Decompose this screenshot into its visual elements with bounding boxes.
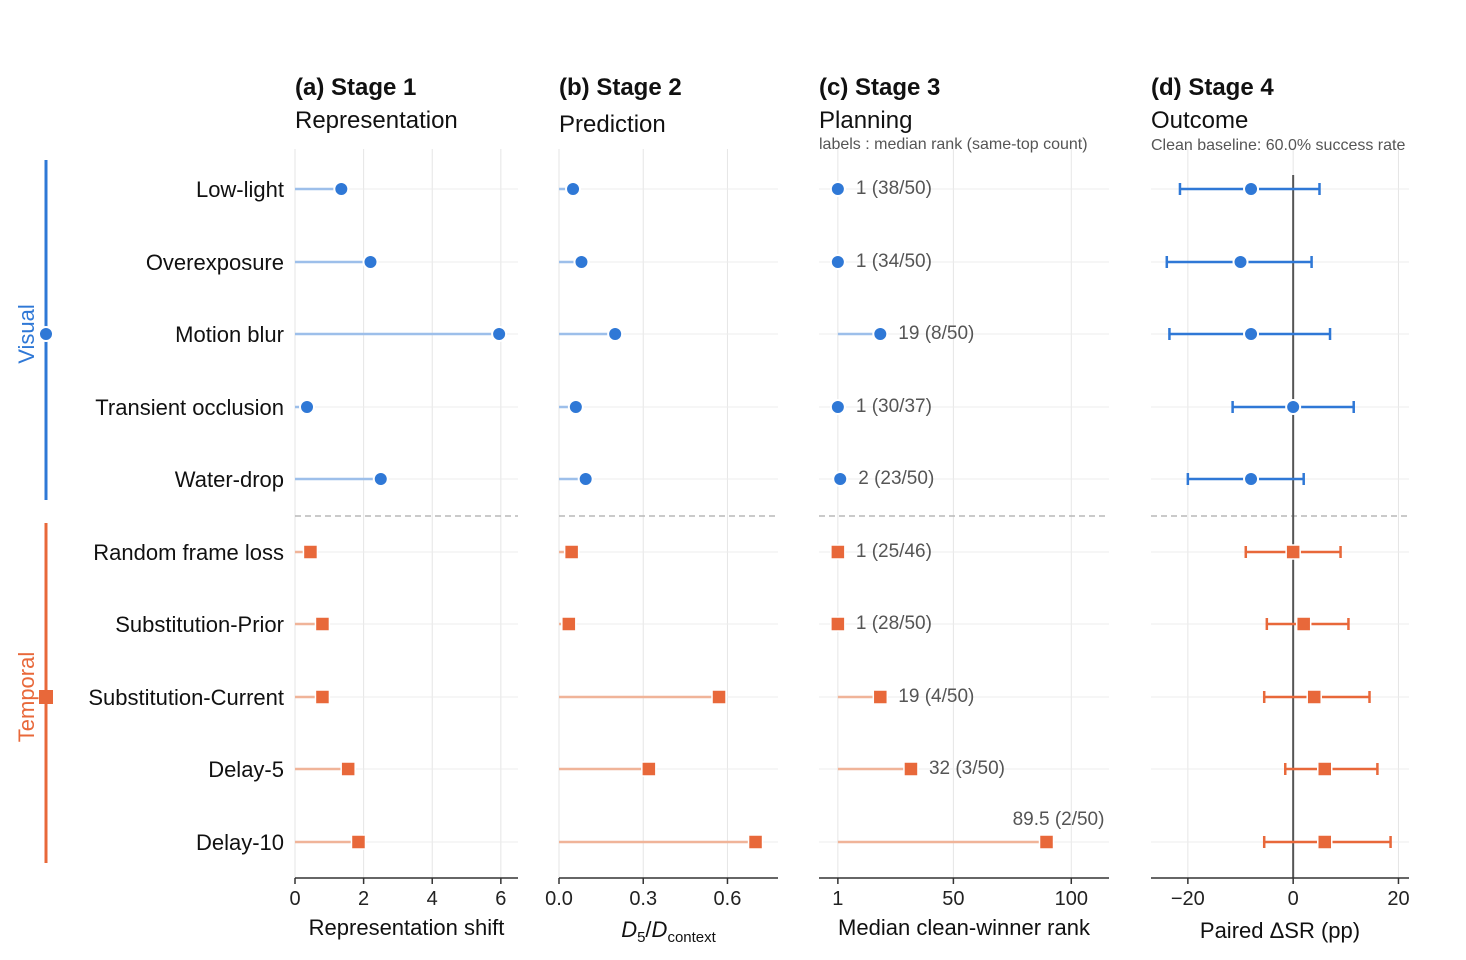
panel-note: Clean baseline: 60.0% success rate bbox=[1151, 137, 1405, 154]
data-label: 19 (4/50) bbox=[898, 686, 974, 707]
x-tick-label: 0 bbox=[289, 888, 300, 910]
row-label: Delay-5 bbox=[208, 757, 284, 782]
data-point bbox=[299, 399, 316, 415]
data-point bbox=[1285, 544, 1301, 560]
data-label: 1 (30/37) bbox=[856, 396, 932, 417]
x-tick-label: 100 bbox=[1055, 888, 1088, 910]
data-label: 1 (38/50) bbox=[856, 178, 932, 199]
data-point bbox=[372, 471, 389, 487]
data-point bbox=[1317, 834, 1333, 850]
panel-title: (c) Stage 3 bbox=[819, 74, 940, 101]
data-point bbox=[491, 326, 508, 342]
data-point bbox=[567, 399, 584, 415]
data-label: 2 (23/50) bbox=[858, 468, 934, 489]
panel-c: 1 50 100 (c) Stage 3 Planning labels : median… bbox=[819, 74, 1109, 940]
data-label: 1 (25/46) bbox=[856, 541, 932, 562]
data-point bbox=[340, 761, 356, 777]
data-point bbox=[333, 181, 350, 197]
x-tick-label: 4 bbox=[427, 888, 438, 910]
panel-subtitle: Prediction bbox=[559, 111, 666, 138]
data-point bbox=[903, 761, 919, 777]
row-label: Substitution-Prior bbox=[115, 612, 284, 637]
data-point bbox=[1317, 761, 1333, 777]
data-point bbox=[350, 834, 367, 850]
data-point bbox=[577, 471, 594, 487]
panel-d: −20 0 20 (d) Stage 4 Outcome Clean baseline: … bbox=[1151, 74, 1410, 943]
x-tick-label: 0 bbox=[1288, 888, 1299, 910]
data-point bbox=[829, 254, 846, 270]
data-point bbox=[1243, 326, 1260, 342]
data-point bbox=[830, 544, 846, 560]
data-point bbox=[1285, 399, 1302, 415]
group-label: Temporal bbox=[14, 652, 39, 742]
data-label: 1 (28/50) bbox=[856, 613, 932, 634]
data-point bbox=[1306, 689, 1322, 705]
x-tick-label: 50 bbox=[942, 888, 964, 910]
data-point bbox=[563, 544, 580, 560]
x-tick-label: 0.6 bbox=[714, 888, 742, 910]
data-point bbox=[711, 689, 727, 705]
group-brackets-layer: Visual Temporal bbox=[14, 160, 54, 863]
panel-note: labels : median rank (same-top count) bbox=[819, 136, 1088, 153]
x-axis-label: Median clean-winner rank bbox=[838, 915, 1091, 940]
data-point bbox=[565, 181, 582, 197]
data-point bbox=[832, 471, 849, 487]
panel-a: 0 2 4 6 (a) Stage 1 Representation Representat… bbox=[289, 74, 518, 940]
data-point bbox=[314, 616, 331, 632]
panel-subtitle: Outcome bbox=[1151, 107, 1248, 134]
panel-title: (d) Stage 4 bbox=[1151, 74, 1274, 101]
group-marker bbox=[39, 690, 53, 704]
panel-b: 0.0 0.3 0.6 (b) Stage 2 Prediction D5/Dcontex… bbox=[545, 74, 778, 946]
panel-subtitle: Planning bbox=[819, 107, 912, 134]
group-marker bbox=[38, 326, 54, 342]
data-label: 1 (34/50) bbox=[856, 251, 932, 272]
data-point bbox=[1243, 471, 1260, 487]
row-label: Water-drop bbox=[175, 467, 284, 492]
panels-layer: 0 2 4 6 (a) Stage 1 Representation Representat… bbox=[289, 74, 1409, 946]
data-point bbox=[1038, 834, 1055, 850]
data-point bbox=[561, 616, 577, 632]
panel-subtitle: Representation bbox=[295, 107, 458, 134]
data-point bbox=[872, 689, 889, 705]
row-label: Transient occlusion bbox=[95, 395, 284, 420]
data-point bbox=[314, 689, 331, 705]
x-tick-label: 0.3 bbox=[629, 888, 657, 910]
group-label: Visual bbox=[14, 304, 39, 364]
x-tick-label: −20 bbox=[1171, 888, 1205, 910]
x-tick-label: 20 bbox=[1387, 888, 1409, 910]
data-point bbox=[641, 761, 657, 777]
data-point bbox=[829, 181, 846, 197]
data-point bbox=[1243, 181, 1260, 197]
data-point bbox=[573, 254, 590, 270]
panel-title: (a) Stage 1 bbox=[295, 74, 416, 101]
data-point bbox=[872, 326, 889, 342]
data-point bbox=[747, 834, 764, 850]
row-label: Random frame loss bbox=[93, 540, 284, 565]
data-point bbox=[1295, 616, 1312, 632]
data-point bbox=[362, 254, 379, 270]
data-point bbox=[1232, 254, 1249, 270]
data-label: 19 (8/50) bbox=[898, 323, 974, 344]
data-point bbox=[829, 399, 846, 415]
x-tick-label: 6 bbox=[495, 888, 506, 910]
row-label: Delay-10 bbox=[196, 830, 284, 855]
row-label: Low-light bbox=[196, 177, 284, 202]
x-tick-label: 2 bbox=[358, 888, 369, 910]
row-label: Motion blur bbox=[175, 322, 284, 347]
x-axis-label: Representation shift bbox=[309, 915, 505, 940]
data-point bbox=[302, 544, 319, 560]
x-tick-label: 1 bbox=[832, 888, 843, 910]
x-axis-label: D5/Dcontext bbox=[621, 917, 716, 946]
data-point bbox=[607, 326, 624, 342]
x-axis-label: Paired ΔSR (pp) bbox=[1200, 918, 1360, 943]
row-labels-layer: Low-light Overexposure Motion blur Transien… bbox=[88, 177, 284, 855]
row-label: Substitution-Current bbox=[88, 685, 284, 710]
row-label: Overexposure bbox=[146, 250, 284, 275]
data-label: 32 (3/50) bbox=[929, 758, 1005, 779]
data-label: 89.5 (2/50) bbox=[1013, 809, 1105, 830]
data-point bbox=[830, 616, 846, 632]
x-tick-label: 0.0 bbox=[545, 888, 573, 910]
panel-title: (b) Stage 2 bbox=[559, 74, 682, 101]
